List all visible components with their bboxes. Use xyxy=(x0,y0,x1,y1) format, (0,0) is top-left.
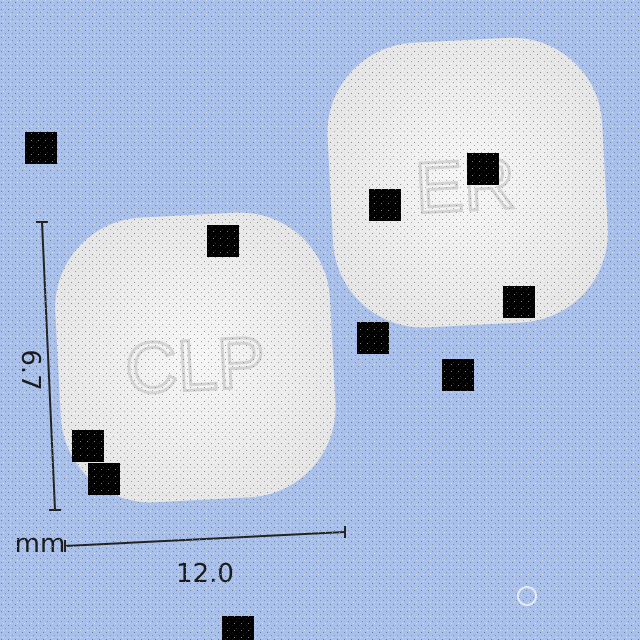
watermark-logo xyxy=(517,586,537,606)
